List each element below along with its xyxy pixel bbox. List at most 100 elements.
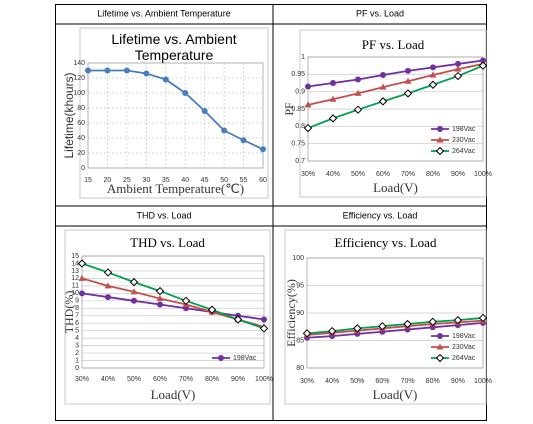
data-point — [379, 83, 387, 90]
series-line — [307, 64, 484, 129]
data-point — [123, 67, 130, 74]
x-axis-label: Ambient Temperature(℃) — [107, 181, 244, 196]
y-tick-label: 20 — [77, 150, 85, 157]
x-tick-label: 35 — [162, 177, 170, 184]
y-tick-label: 11 — [72, 283, 79, 290]
data-point — [478, 61, 488, 70]
x-tick-label: 30 — [142, 177, 150, 184]
legend-marker — [435, 353, 445, 363]
data-point — [181, 296, 191, 306]
y-tick-label: 1 — [301, 54, 305, 61]
x-tick-label: 40% — [325, 378, 339, 385]
y-tick-label: 12 — [71, 275, 79, 282]
x-tick-label: 50% — [127, 376, 141, 383]
y-tick-label: 0.8 — [295, 123, 305, 130]
data-point — [103, 268, 113, 277]
x-tick-label: 80% — [426, 171, 440, 178]
legend-marker — [437, 126, 443, 132]
plot-area — [87, 62, 264, 169]
data-point — [428, 317, 437, 327]
data-point — [261, 316, 267, 323]
panel-header: Lifetime vs. Ambient Temperature — [97, 8, 230, 18]
data-point — [305, 83, 311, 90]
y-tick-label: 3 — [75, 342, 79, 349]
data-point — [77, 259, 87, 268]
data-point — [104, 67, 111, 74]
data-point — [104, 282, 112, 289]
panel-header: Efficiency vs. Load — [343, 210, 418, 220]
data-point — [455, 60, 461, 67]
data-point — [429, 71, 437, 78]
data-point — [327, 326, 337, 336]
data-point — [143, 70, 150, 77]
data-point — [380, 72, 386, 79]
series-line — [88, 69, 264, 151]
legend-marker — [435, 146, 445, 156]
legend-label: 198Vac — [233, 355, 257, 362]
chart-title: THD vs. Load — [130, 235, 205, 250]
legend-label: 198Vac — [452, 126, 476, 133]
data-point — [478, 313, 488, 323]
data-point — [354, 89, 362, 96]
x-tick-label: 50 — [220, 177, 228, 184]
y-tick-label: 5 — [75, 328, 79, 335]
y-tick-label: 100 — [73, 90, 85, 97]
y-tick-label: 9 — [75, 298, 79, 305]
data-point — [378, 321, 387, 331]
y-tick-label: 80 — [77, 105, 85, 112]
series-line — [306, 317, 484, 335]
data-point — [79, 290, 85, 297]
y-tick-label: 13 — [71, 268, 79, 275]
x-tick-label: 70% — [401, 171, 415, 178]
y-tick-label: 10 — [71, 290, 79, 297]
data-point — [405, 67, 411, 74]
table-frame — [55, 4, 487, 421]
y-tick-label: 0.75 — [291, 141, 305, 148]
y-tick-label: 120 — [73, 75, 85, 82]
legend-label: 264Vac — [452, 355, 476, 362]
data-point — [221, 127, 228, 134]
data-point — [355, 76, 361, 83]
x-tick-label: 40% — [101, 376, 115, 383]
x-tick-label: 50% — [351, 171, 365, 178]
x-tick-label: 30% — [300, 378, 314, 385]
y-axis-label: PF — [282, 102, 296, 116]
plot-frame — [79, 27, 269, 199]
x-tick-label: 60% — [375, 378, 389, 385]
series-line — [81, 292, 265, 321]
legend-label: 230Vac — [452, 344, 476, 351]
x-tick-label: 70% — [401, 378, 415, 385]
chart-title: Efficiency vs. Load — [334, 235, 437, 250]
x-tick-label: 25 — [123, 177, 131, 184]
y-tick-label: 0.85 — [291, 106, 305, 113]
data-point — [157, 301, 163, 308]
data-point — [353, 324, 362, 333]
plot-area — [306, 257, 484, 369]
data-point — [329, 95, 337, 102]
y-axis-label: THD(%) — [62, 291, 76, 334]
x-tick-label: 45 — [201, 177, 209, 184]
y-tick-label: 7 — [75, 313, 79, 320]
y-tick-label: 4 — [75, 335, 79, 342]
x-tick-label: 30% — [75, 376, 89, 383]
x-tick-label: 30% — [301, 171, 315, 178]
x-tick-label: 90% — [451, 171, 465, 178]
data-point — [454, 65, 462, 72]
x-tick-label: 80% — [426, 378, 440, 385]
data-point — [430, 64, 436, 71]
data-point — [105, 294, 111, 301]
x-tick-label: 40% — [326, 171, 340, 178]
x-tick-label: 100% — [255, 376, 273, 383]
plot-area — [81, 255, 265, 369]
legend-marker — [437, 333, 443, 339]
y-tick-label: 60 — [77, 120, 85, 127]
data-point — [330, 80, 336, 86]
data-point — [131, 297, 137, 304]
x-tick-label: 100% — [474, 171, 492, 178]
legend-label: 198Vac — [452, 333, 476, 340]
legend-marker — [218, 355, 224, 361]
data-point — [162, 76, 169, 83]
y-tick-label: 100 — [292, 255, 304, 262]
chart-title: PF vs. Load — [361, 37, 425, 52]
